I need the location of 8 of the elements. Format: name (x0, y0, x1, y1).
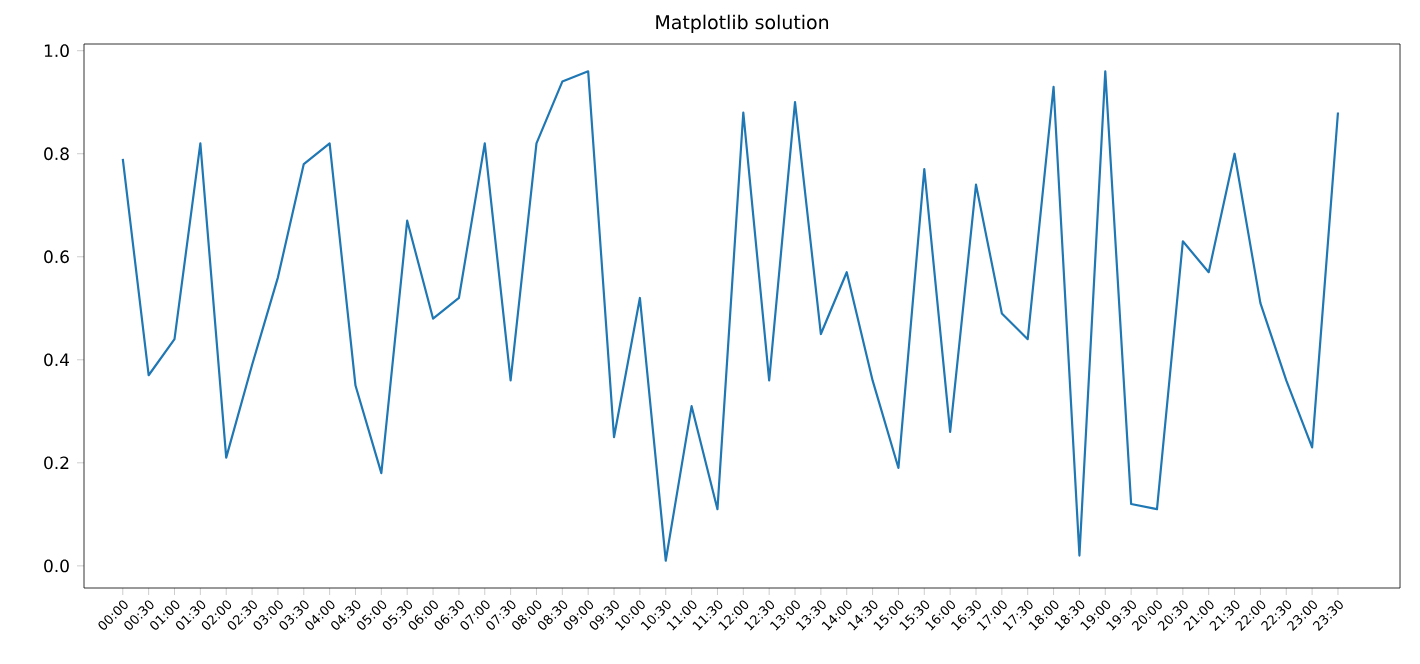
y-tick-label: 0.6 (44, 250, 69, 264)
y-tick-label: 0.0 (44, 559, 69, 573)
y-tick-label: 0.2 (44, 456, 69, 470)
chart-title: Matplotlib solution (656, 14, 829, 33)
line-series (121, 70, 1340, 562)
y-tick-label: 1.0 (44, 44, 69, 58)
y-tick-label: 0.4 (44, 353, 69, 367)
y-tick-label: 0.8 (44, 147, 69, 161)
